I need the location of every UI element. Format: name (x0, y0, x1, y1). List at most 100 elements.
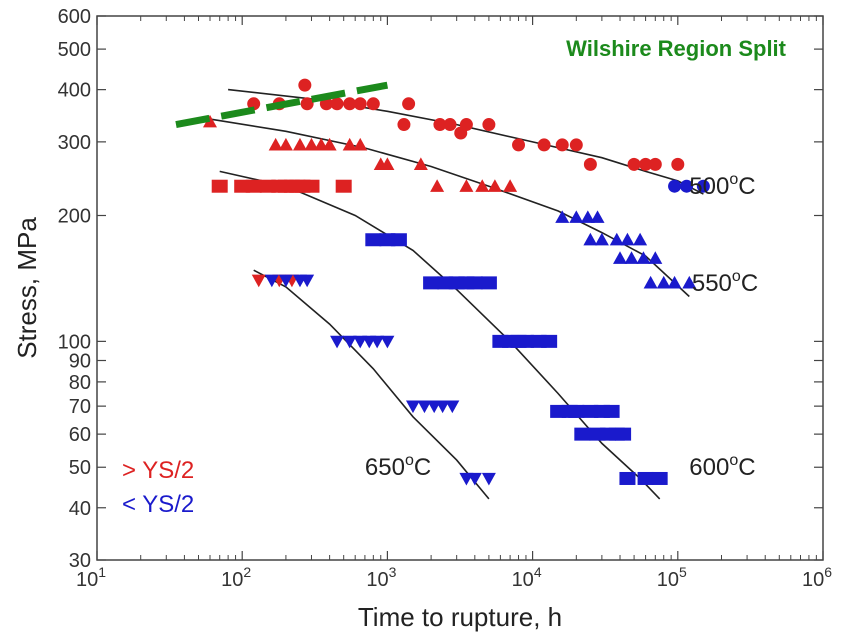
data-point-triangle-down (300, 274, 315, 288)
data-point-triangle-up (459, 179, 474, 192)
data-point-circle (668, 179, 682, 193)
data-point-circle (353, 97, 367, 111)
data-point-circle (247, 97, 261, 111)
x-tick-label: 106 (802, 564, 832, 591)
data-point-circle (696, 179, 710, 193)
data-point-circle (627, 157, 641, 171)
data-point-triangle-up (624, 251, 639, 264)
data-point-square (568, 404, 585, 418)
temperature-curve-label: 600oC (689, 452, 755, 481)
legend-above-ys2: > YS/2 (122, 457, 194, 484)
data-point-triangle-up (278, 137, 293, 151)
data-point-circle (555, 138, 569, 152)
x-tick-label: 105 (657, 564, 687, 591)
data-point-triangle-up (430, 179, 445, 192)
data-point-square (211, 179, 228, 193)
temperature-curve-label: 550oC (692, 268, 758, 297)
legend-below-ys2: < YS/2 (122, 491, 194, 518)
data-point-triangle-down (445, 400, 460, 414)
data-point-square (541, 334, 558, 348)
temperature-curve-label: 500oC (689, 171, 755, 200)
data-point-triangle-up (322, 137, 337, 151)
data-point-triangle-up (594, 232, 609, 246)
y-tick-label: 90 (69, 351, 91, 373)
data-point-triangle-up (304, 137, 319, 151)
data-point-circle (300, 97, 314, 111)
wilshire-region-split-label: Wilshire Region Split (566, 36, 786, 61)
fit-curve (209, 118, 690, 298)
data-point-circle (569, 138, 583, 152)
data-point-triangle-up (292, 137, 307, 151)
data-point-circle (671, 157, 685, 171)
data-point-triangle-down (330, 335, 345, 349)
data-point-triangle-up (682, 275, 697, 289)
data-point-triangle-down (467, 472, 482, 486)
data-point-triangle-up (475, 179, 490, 192)
data-point-square (517, 334, 534, 348)
y-tick-label: 200 (58, 205, 91, 227)
annotations: 500oC 550oC 650oC 600oC (175, 81, 758, 481)
data-point-circle (343, 97, 357, 111)
data-point-triangle-down (380, 335, 395, 349)
data-point-square (466, 276, 483, 290)
y-tick-label: 30 (69, 550, 91, 572)
data-point-triangle-down (370, 335, 385, 349)
data-point-triangle-up (620, 232, 635, 246)
fit-curve (219, 170, 661, 500)
axis-ticks: 101 102 103 104 105 1066005004003002001009080… (58, 6, 833, 591)
data-point-circle (366, 97, 380, 111)
data-point-square (651, 471, 668, 485)
data-point-triangle-up (380, 157, 395, 170)
data-point-triangle-up (590, 210, 605, 223)
data-point-triangle-down (251, 274, 266, 288)
data-point-triangle-up (503, 179, 518, 192)
y-tick-label: 500 (58, 39, 91, 61)
data-point-square (245, 179, 262, 193)
data-point-triangle-down (342, 335, 357, 349)
y-tick-label: 70 (69, 396, 91, 418)
data-point-square (637, 471, 654, 485)
x-axis-title: Time to rupture, h (358, 602, 562, 632)
data-point-triangle-down (405, 400, 420, 414)
data-point-triangle-up (555, 210, 570, 223)
data-point-triangle-up (202, 114, 217, 128)
data-point-square (619, 471, 636, 485)
data-point-triangle-down (435, 400, 450, 414)
y-tick-label: 300 (58, 132, 91, 154)
data-point-triangle-up (667, 275, 682, 289)
data-point-circle (397, 118, 411, 132)
data-point-square (303, 179, 320, 193)
x-tick-label: 104 (512, 564, 542, 591)
y-tick-label: 100 (58, 331, 91, 353)
data-point-square (365, 233, 382, 247)
data-point-triangle-up (487, 179, 502, 192)
data-point-triangle-down (353, 335, 368, 349)
data-point-triangle-up (636, 251, 651, 264)
data-point-circle (482, 118, 496, 132)
data-point-triangle-up (342, 137, 357, 151)
data-point-triangle-up (413, 157, 428, 170)
y-tick-label: 400 (58, 80, 91, 102)
data-point-triangle-up (583, 232, 598, 246)
data-point-triangle-up (580, 210, 595, 223)
x-tick-label: 103 (366, 564, 396, 591)
data-point-triangle-up (633, 232, 648, 246)
data-point-square (574, 427, 591, 441)
data-point-circle (459, 118, 473, 132)
data-point-circle (330, 97, 344, 111)
data-point-circle (512, 138, 526, 152)
data-point-circle (537, 138, 551, 152)
data-point-triangle-down (481, 472, 496, 486)
y-tick-label: 600 (58, 6, 91, 28)
data-point-circle (433, 118, 447, 132)
data-points (202, 78, 710, 486)
data-point-square (423, 276, 440, 290)
data-point-triangle-up (656, 275, 671, 289)
data-point-circle (298, 78, 312, 92)
data-point-square (603, 404, 620, 418)
data-point-triangle-up (613, 251, 628, 264)
data-point-circle (583, 157, 597, 171)
data-point-circle (639, 157, 653, 171)
data-point-triangle-up (353, 137, 368, 151)
